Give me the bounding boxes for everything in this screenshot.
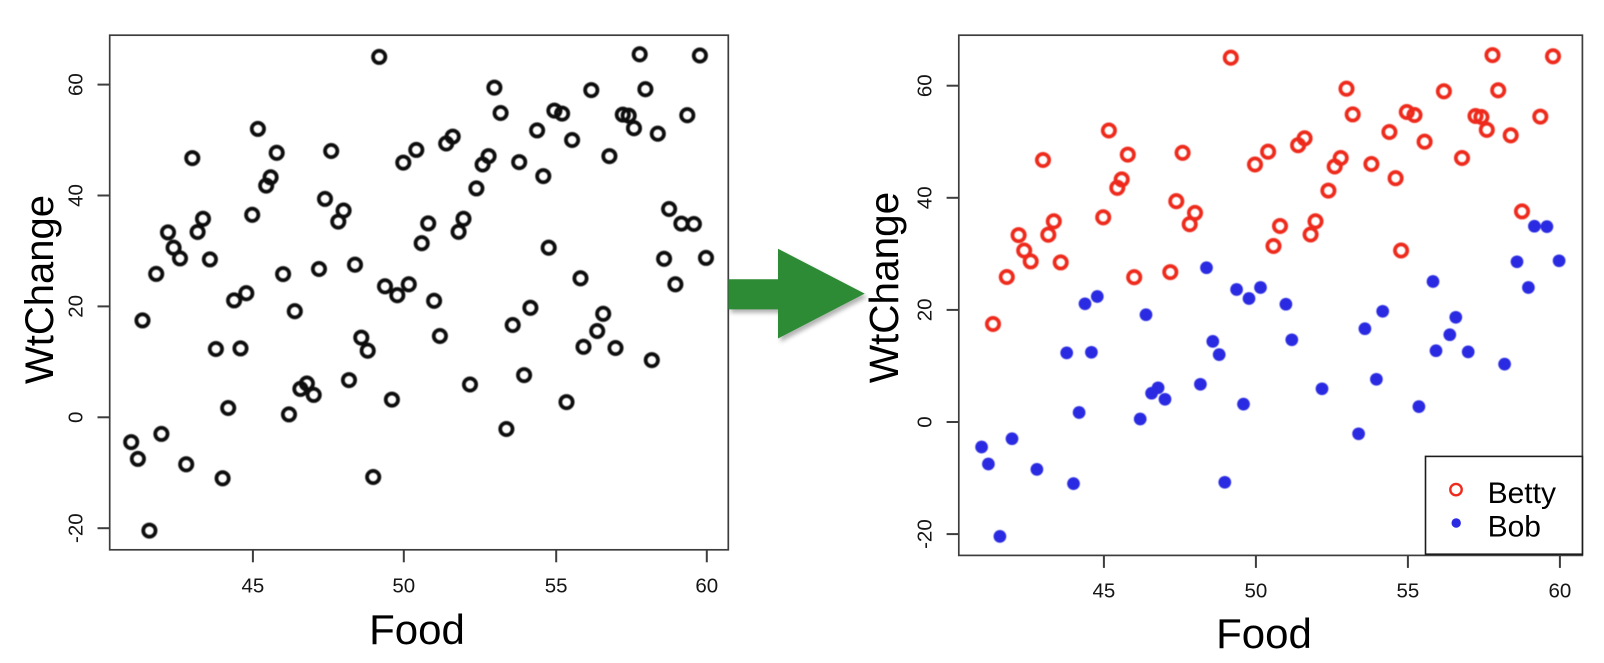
svg-text:45: 45	[241, 575, 264, 598]
svg-text:WtChange: WtChange	[861, 192, 907, 383]
svg-text:-20: -20	[65, 513, 88, 543]
svg-text:Food: Food	[1216, 610, 1312, 657]
svg-text:50: 50	[1244, 580, 1267, 603]
svg-text:60: 60	[695, 575, 718, 598]
svg-text:45: 45	[1092, 580, 1115, 603]
svg-text:40: 40	[65, 184, 88, 207]
svg-text:60: 60	[1548, 580, 1571, 603]
svg-text:WtChange: WtChange	[18, 195, 62, 384]
svg-text:50: 50	[392, 575, 415, 598]
svg-text:55: 55	[545, 575, 568, 598]
svg-text:40: 40	[914, 186, 937, 209]
svg-text:60: 60	[914, 74, 937, 97]
svg-text:Betty: Betty	[1488, 477, 1556, 510]
svg-text:0: 0	[914, 416, 937, 427]
svg-text:Food: Food	[369, 606, 465, 653]
svg-text:-20: -20	[914, 519, 937, 549]
svg-text:20: 20	[914, 298, 937, 321]
svg-text:0: 0	[65, 412, 88, 423]
svg-text:55: 55	[1396, 580, 1419, 603]
svg-text:60: 60	[65, 73, 88, 96]
svg-text:Bob: Bob	[1488, 511, 1541, 544]
svg-text:20: 20	[65, 295, 88, 318]
